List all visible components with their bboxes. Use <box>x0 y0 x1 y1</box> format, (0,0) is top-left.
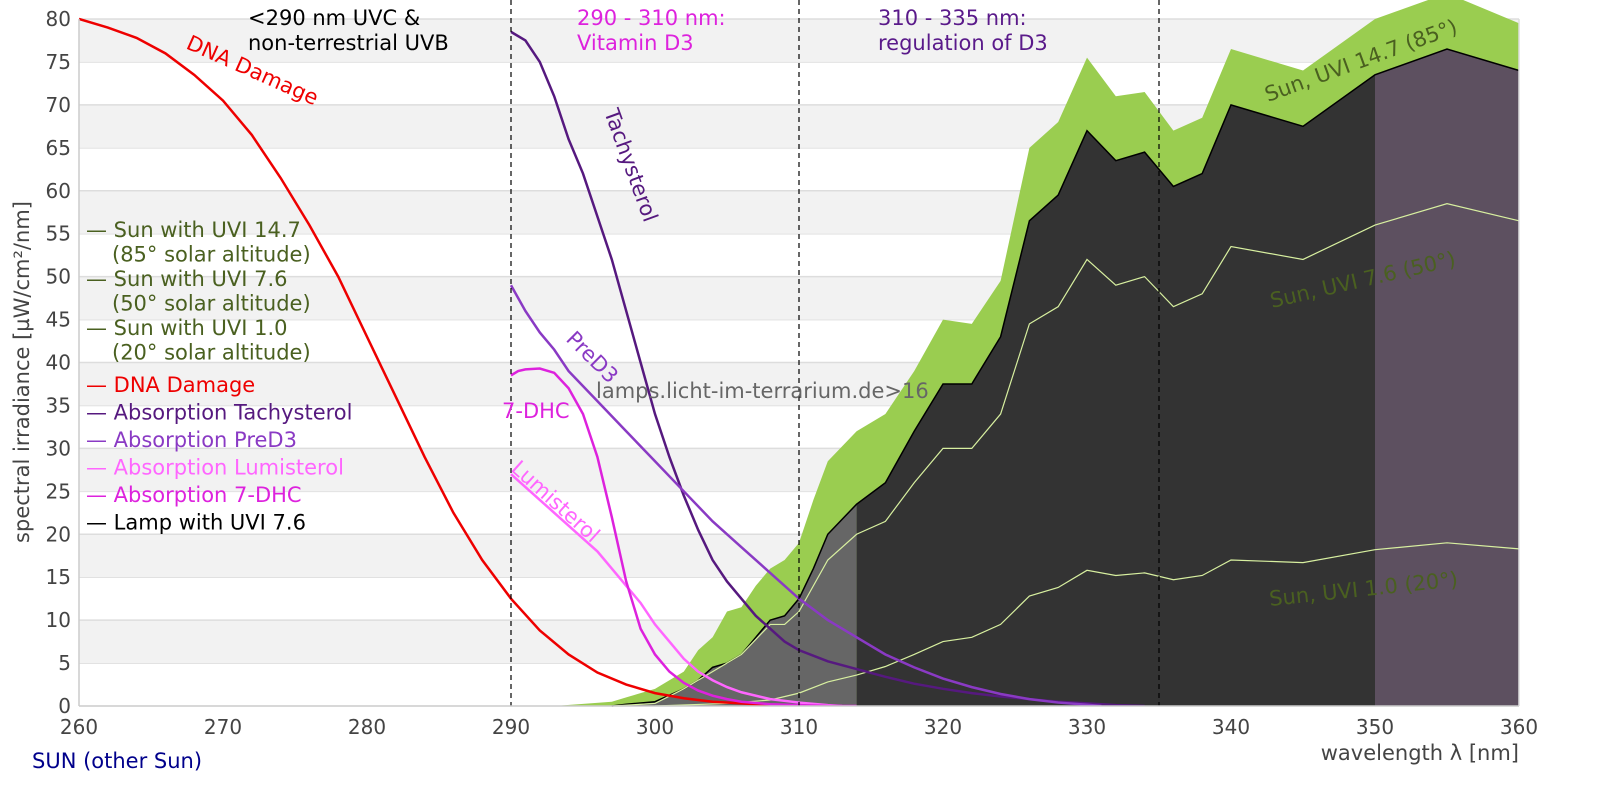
line-absorption-lumisterol <box>510 473 843 706</box>
x-tick-label: 350 <box>1356 715 1394 739</box>
region-dividers <box>510 0 1160 706</box>
legend-entry: — Absorption 7-DHC <box>86 483 302 507</box>
legend-entry-sub: (20° solar altitude) <box>112 341 311 365</box>
series-lines <box>79 17 1520 706</box>
x-axis-label: wavelength λ [nm] <box>1321 741 1519 765</box>
line-absorption-tachysterol <box>510 30 1145 706</box>
x-tick-label: 290 <box>492 715 530 739</box>
y-tick-label: 65 <box>46 136 71 160</box>
y-tick-label: 25 <box>46 479 71 503</box>
legend-entry: — Sun with UVI 7.6 <box>86 267 288 291</box>
line-sun-with-uvi-7-6 <box>611 203 1520 706</box>
legend-entry: — Sun with UVI 14.7 <box>86 218 301 242</box>
footer-sun-label: SUN (other Sun) <box>32 749 202 773</box>
area-lamp-uva1 <box>1375 49 1519 706</box>
region-label-reg-1: 310 - 335 nm: <box>878 6 1027 30</box>
region-label-d3-2: Vitamin D3 <box>577 31 694 55</box>
region-label-uvc-1: <290 nm UVC & <box>248 6 420 30</box>
y-tick-label: 70 <box>46 93 71 117</box>
x-tick-label: 280 <box>348 715 386 739</box>
legend-entry-sub: (85° solar altitude) <box>112 243 311 267</box>
x-tick-label: 360 <box>1500 715 1538 739</box>
line-absorption-7-dhc <box>510 367 857 706</box>
y-tick-label: 40 <box>46 351 71 375</box>
y-tick-label: 15 <box>46 565 71 589</box>
region-label-reg-2: regulation of D3 <box>878 31 1048 55</box>
y-tick-label: 35 <box>46 393 71 417</box>
y-tick-label: 60 <box>46 179 71 203</box>
y-tick-label: 10 <box>46 608 71 632</box>
line-lamp-uvi-7-6 <box>611 48 1520 707</box>
line-dna-damage <box>79 17 800 706</box>
legend-entry: — Absorption PreD3 <box>86 428 297 452</box>
area-fills <box>554 0 1520 707</box>
curve-label-7dhc: 7-DHC <box>502 399 570 423</box>
y-tick-label: 0 <box>58 694 71 718</box>
line-absorption-pred3 <box>509 284 1102 706</box>
watermark: lamps.licht-im-terrarium.de>16 <box>596 379 929 403</box>
x-tick-label: 270 <box>204 715 242 739</box>
x-tick-label: 320 <box>924 715 962 739</box>
y-tick-label: 80 <box>46 7 71 31</box>
y-tick-label: 45 <box>46 308 71 332</box>
legend-entry: — Sun with UVI 1.0 <box>86 316 288 340</box>
y-tick-label: 55 <box>46 222 71 246</box>
y-axis-label: spectral irradiance [µW/cm²/nm] <box>10 201 34 543</box>
y-tick-label: 50 <box>46 265 71 289</box>
x-tick-label: 330 <box>1068 715 1106 739</box>
legend-entry: — Absorption Tachysterol <box>86 401 352 425</box>
y-tick-label: 75 <box>46 50 71 74</box>
legend: — Sun with UVI 14.7 (85° solar altitude)… <box>86 218 352 535</box>
y-tick-label: 30 <box>46 436 71 460</box>
y-tick-label: 20 <box>46 522 71 546</box>
y-tick-labels: 0 5 10 15 20 25 30 35 40 45 50 55 60 65 70 75 80 <box>46 7 71 718</box>
legend-entry: — DNA Damage <box>86 373 255 397</box>
region-label-uvc-2: non-terrestrial UVB <box>248 31 449 55</box>
x-tick-labels: 260 270 280 290 300 310 320 330 340 350 360 <box>60 715 1538 739</box>
legend-entry-sub: (50° solar altitude) <box>112 292 311 316</box>
area-lamp-uvb <box>611 504 857 706</box>
area-lamp-uva2 <box>856 74 1375 706</box>
x-tick-label: 340 <box>1212 715 1250 739</box>
y-tick-label: 5 <box>58 651 71 675</box>
legend-entry: — Absorption Lumisterol <box>86 456 344 480</box>
legend-entry: — Lamp with UVI 7.6 <box>86 511 306 535</box>
x-tick-label: 260 <box>60 715 98 739</box>
x-tick-label: 310 <box>780 715 818 739</box>
line-sun-with-uvi-1-0 <box>654 542 1520 706</box>
x-tick-label: 300 <box>636 715 674 739</box>
region-label-d3-1: 290 - 310 nm: <box>577 6 726 30</box>
